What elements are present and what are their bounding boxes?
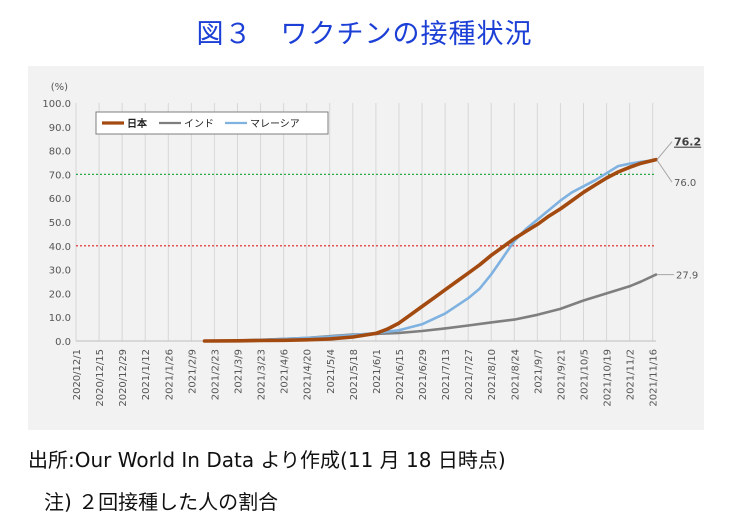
y-tick-label: 90.0 — [49, 123, 71, 134]
series-line-インド — [203, 273, 658, 343]
x-tick-label: 2021/2/9 — [187, 349, 198, 394]
source-note: 出所:Our World In Data より作成(11 月 18 日時点) — [28, 448, 506, 472]
y-tick-label: 0.0 — [55, 337, 71, 348]
y-tick-label: 40.0 — [49, 242, 71, 253]
end-value-label: 27.9 — [676, 271, 698, 282]
y-tick-label: 50.0 — [49, 218, 71, 229]
y-unit-label: (%) — [51, 82, 68, 93]
y-tick-label: 30.0 — [49, 266, 71, 277]
end-value-label: 76.0 — [674, 178, 696, 189]
x-tick-label: 2021/6/1 — [372, 349, 383, 394]
series-line-日本 — [202, 157, 658, 343]
x-tick-label: 2021/8/24 — [510, 349, 521, 400]
x-tick-label: 2020/12/1 — [72, 349, 83, 400]
y-tick-label: 80.0 — [49, 147, 71, 158]
y-tick-label: 60.0 — [49, 194, 71, 205]
x-tick-label: 2021/6/15 — [395, 349, 406, 400]
chart-panel: 2020/12/1 2020/12/15 2020/12/29 2021/1/12 20… — [28, 66, 704, 430]
x-tick-label: 2020/12/29 — [118, 349, 129, 407]
y-tick-label: 20.0 — [49, 289, 71, 300]
x-tick-label: 2021/3/9 — [233, 349, 244, 394]
x-tick-label: 2021/2/23 — [210, 349, 221, 400]
y-tick-label: 100.0 — [42, 99, 71, 110]
x-tick-label: 2021/11/2 — [626, 349, 637, 400]
x-tick-label: 2021/5/4 — [326, 349, 337, 394]
end-label-leader — [656, 141, 673, 160]
x-tick-label: 2021/4/6 — [280, 349, 291, 394]
figure-title: 図３ ワクチンの接種状況 — [196, 19, 533, 50]
line-chart: 2020/12/1 2020/12/15 2020/12/29 2021/1/12 20… — [42, 82, 701, 407]
x-tick-label: 2021/4/20 — [303, 349, 314, 400]
x-tick-label: 2021/10/5 — [580, 349, 591, 400]
legend-label: インド — [184, 119, 214, 130]
x-tick-label: 2021/10/19 — [603, 349, 614, 407]
end-value-label: 76.2 — [674, 136, 701, 149]
legend-label: 日本 — [127, 117, 148, 130]
x-tick-label: 2021/7/27 — [464, 349, 475, 400]
x-tick-label: 2020/12/15 — [95, 349, 106, 407]
end-label-leader — [656, 159, 673, 183]
x-tick-label: 2021/5/18 — [349, 349, 360, 400]
x-tick-label: 2021/7/13 — [441, 349, 452, 400]
legend-label: マレーシア — [250, 119, 300, 130]
footnote: 注) ２回接種した人の割合 — [44, 490, 279, 514]
x-tick-label: 2021/6/29 — [418, 349, 429, 400]
x-tick-label: 2021/8/10 — [487, 349, 498, 400]
y-tick-label: 10.0 — [49, 313, 71, 324]
x-tick-label: 2021/3/23 — [257, 349, 268, 400]
series-line-マレーシア — [214, 158, 658, 343]
legend-box — [95, 111, 329, 135]
x-tick-label: 2021/1/26 — [164, 349, 175, 400]
x-tick-label: 2021/11/16 — [649, 349, 660, 407]
x-tick-label: 2021/9/21 — [556, 349, 567, 400]
y-tick-label: 70.0 — [49, 170, 71, 181]
x-tick-label: 2021/9/7 — [533, 349, 544, 394]
x-tick-label: 2021/1/12 — [141, 349, 152, 400]
